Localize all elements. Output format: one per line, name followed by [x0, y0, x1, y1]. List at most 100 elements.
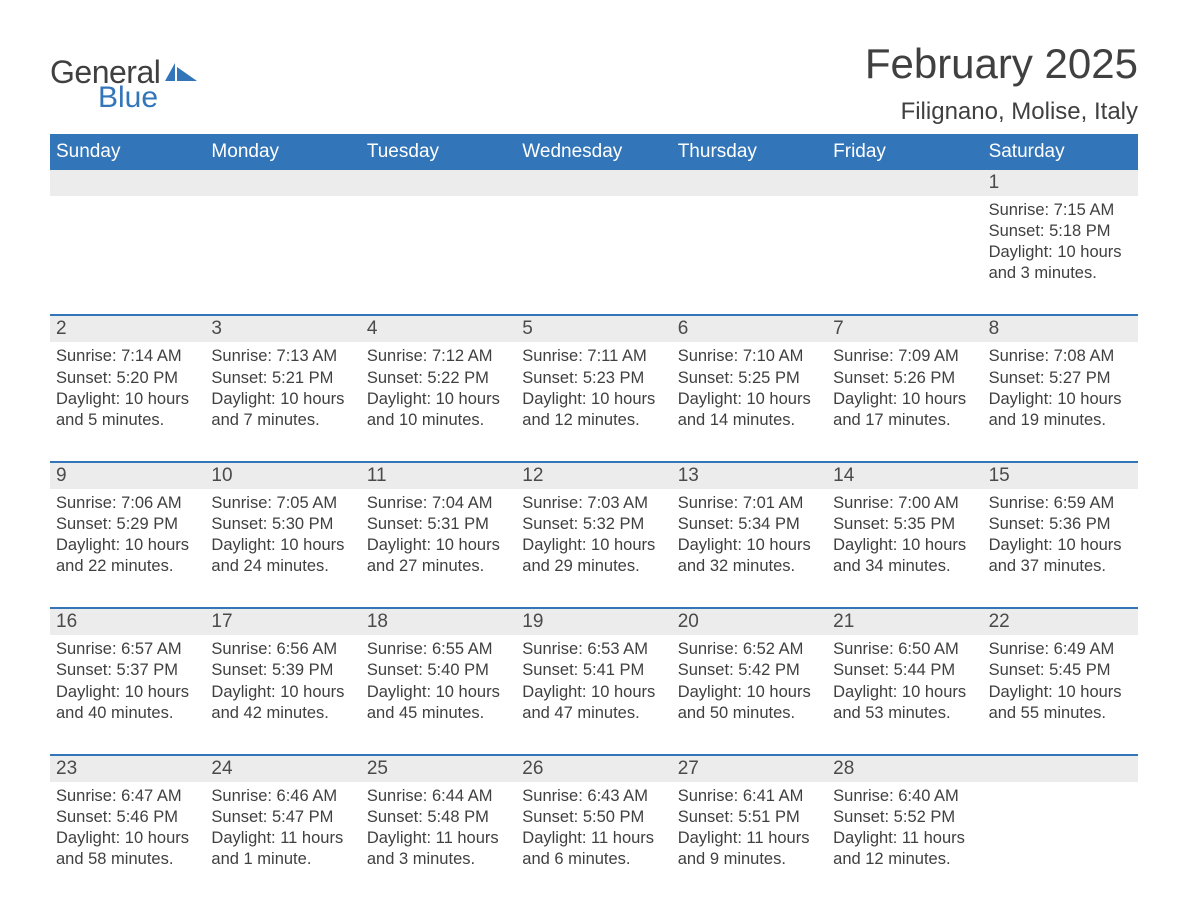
day-number: 19	[522, 611, 543, 632]
sunset-text: Sunset: 5:39 PM	[211, 660, 354, 681]
day-number-row: 24	[205, 756, 360, 782]
day-info: Sunrise: 6:44 AMSunset: 5:48 PMDaylight:…	[367, 786, 510, 870]
day-info: Sunrise: 6:57 AMSunset: 5:37 PMDaylight:…	[56, 639, 199, 723]
sunset-text: Sunset: 5:50 PM	[522, 807, 665, 828]
day-info: Sunrise: 6:56 AMSunset: 5:39 PMDaylight:…	[211, 639, 354, 723]
day-number-row: 7	[827, 316, 982, 342]
day-number-row: 2	[50, 316, 205, 342]
day-cell: 21Sunrise: 6:50 AMSunset: 5:44 PMDayligh…	[827, 609, 982, 729]
title-block: February 2025 Filignano, Molise, Italy	[865, 40, 1138, 126]
daylight-text: Daylight: 10 hours and 50 minutes.	[678, 682, 821, 724]
sunset-text: Sunset: 5:36 PM	[989, 514, 1132, 535]
month-title: February 2025	[865, 40, 1138, 88]
daylight-text: Daylight: 10 hours and 55 minutes.	[989, 682, 1132, 724]
day-cell	[827, 170, 982, 290]
day-info: Sunrise: 7:10 AMSunset: 5:25 PMDaylight:…	[678, 346, 821, 430]
daylight-text: Daylight: 10 hours and 34 minutes.	[833, 535, 976, 577]
header: General Blue February 2025 Filignano, Mo…	[50, 40, 1138, 126]
day-info: Sunrise: 7:09 AMSunset: 5:26 PMDaylight:…	[833, 346, 976, 430]
day-cell: 12 Sunrise: 7:03 AMSunset: 5:32 PMDayligh…	[516, 463, 671, 583]
day-info: Sunrise: 6:59 AMSunset: 5:36 PMDaylight:…	[989, 493, 1132, 577]
logo: General Blue	[50, 40, 199, 115]
day-number: 25	[367, 758, 388, 779]
day-number-row: 16	[50, 609, 205, 635]
daylight-text: Daylight: 11 hours and 1 minute.	[211, 828, 354, 870]
sunset-text: Sunset: 5:42 PM	[678, 660, 821, 681]
day-number: 23	[56, 758, 77, 779]
daylight-text: Daylight: 10 hours and 19 minutes.	[989, 389, 1132, 431]
day-info: Sunrise: 7:13 AMSunset: 5:21 PMDaylight:…	[211, 346, 354, 430]
daylight-text: Daylight: 10 hours and 47 minutes.	[522, 682, 665, 724]
day-number-row	[50, 170, 205, 196]
daylight-text: Daylight: 10 hours and 37 minutes.	[989, 535, 1132, 577]
weekday-header-row: Sunday Monday Tuesday Wednesday Thursday…	[50, 134, 1138, 170]
day-number: 26	[522, 758, 543, 779]
sunrise-text: Sunrise: 6:52 AM	[678, 639, 821, 660]
day-number: 18	[367, 611, 388, 632]
daylight-text: Daylight: 10 hours and 42 minutes.	[211, 682, 354, 724]
day-cell: 23Sunrise: 6:47 AMSunset: 5:46 PMDayligh…	[50, 756, 205, 876]
daylight-text: Daylight: 11 hours and 12 minutes.	[833, 828, 976, 870]
day-cell: 3Sunrise: 7:13 AMSunset: 5:21 PMDaylight…	[205, 316, 360, 436]
day-number-row: 17	[205, 609, 360, 635]
day-number: 5	[522, 318, 533, 339]
day-number-row: 10	[205, 463, 360, 489]
day-number: 20	[678, 611, 699, 632]
day-number-row: 20	[672, 609, 827, 635]
sunset-text: Sunset: 5:41 PM	[522, 660, 665, 681]
day-cell: 4Sunrise: 7:12 AMSunset: 5:22 PMDaylight…	[361, 316, 516, 436]
location: Filignano, Molise, Italy	[865, 98, 1138, 126]
sunrise-text: Sunrise: 6:55 AM	[367, 639, 510, 660]
day-cell: 14Sunrise: 7:00 AMSunset: 5:35 PMDayligh…	[827, 463, 982, 583]
day-number-row: 14	[827, 463, 982, 489]
day-number-row	[516, 170, 671, 196]
sunrise-text: Sunrise: 6:49 AM	[989, 639, 1132, 660]
day-number	[678, 172, 683, 193]
sunset-text: Sunset: 5:22 PM	[367, 368, 510, 389]
week-row: 16 Sunrise: 6:57 AMSunset: 5:37 PMDayligh…	[50, 607, 1138, 729]
day-number-row: 18	[361, 609, 516, 635]
day-cell: 6Sunrise: 7:10 AMSunset: 5:25 PMDaylight…	[672, 316, 827, 436]
daylight-text: Daylight: 10 hours and 10 minutes.	[367, 389, 510, 431]
day-number	[833, 172, 838, 193]
calendar: Sunday Monday Tuesday Wednesday Thursday…	[50, 134, 1138, 876]
sunset-text: Sunset: 5:25 PM	[678, 368, 821, 389]
sunrise-text: Sunrise: 7:04 AM	[367, 493, 510, 514]
sunrise-text: Sunrise: 7:14 AM	[56, 346, 199, 367]
daylight-text: Daylight: 10 hours and 3 minutes.	[989, 242, 1132, 284]
day-number-row: 11	[361, 463, 516, 489]
day-number: 8	[989, 318, 1000, 339]
day-number-row: 9	[50, 463, 205, 489]
day-info: Sunrise: 7:03 AMSunset: 5:32 PMDaylight:…	[522, 493, 665, 577]
day-number-row: 19	[516, 609, 671, 635]
day-cell: 28Sunrise: 6:40 AMSunset: 5:52 PMDayligh…	[827, 756, 982, 876]
day-cell: 9Sunrise: 7:06 AMSunset: 5:29 PMDaylight…	[50, 463, 205, 583]
day-number-row: 22	[983, 609, 1138, 635]
day-number-row	[672, 170, 827, 196]
sunrise-text: Sunrise: 7:15 AM	[989, 200, 1132, 221]
sunrise-text: Sunrise: 7:13 AM	[211, 346, 354, 367]
day-number: 13	[678, 465, 699, 486]
day-number-row: 26	[516, 756, 671, 782]
day-number-row: 28	[827, 756, 982, 782]
sunrise-text: Sunrise: 6:46 AM	[211, 786, 354, 807]
day-cell	[672, 170, 827, 290]
day-number: 12	[522, 465, 543, 486]
day-info: Sunrise: 6:46 AMSunset: 5:47 PMDaylight:…	[211, 786, 354, 870]
day-cell: 5Sunrise: 7:11 AMSunset: 5:23 PMDaylight…	[516, 316, 671, 436]
daylight-text: Daylight: 10 hours and 32 minutes.	[678, 535, 821, 577]
sunset-text: Sunset: 5:27 PM	[989, 368, 1132, 389]
daylight-text: Daylight: 10 hours and 29 minutes.	[522, 535, 665, 577]
day-cell: 24 Sunrise: 6:46 AMSunset: 5:47 PMDayligh…	[205, 756, 360, 876]
daylight-text: Daylight: 10 hours and 7 minutes.	[211, 389, 354, 431]
day-number-row	[361, 170, 516, 196]
week-row: 23Sunrise: 6:47 AMSunset: 5:46 PMDayligh…	[50, 754, 1138, 876]
sunrise-text: Sunrise: 6:44 AM	[367, 786, 510, 807]
day-cell: 19Sunrise: 6:53 AMSunset: 5:41 PMDayligh…	[516, 609, 671, 729]
sunrise-text: Sunrise: 7:03 AM	[522, 493, 665, 514]
sunset-text: Sunset: 5:23 PM	[522, 368, 665, 389]
day-number: 10	[211, 465, 232, 486]
sunrise-text: Sunrise: 6:56 AM	[211, 639, 354, 660]
week-row: 2Sunrise: 7:14 AMSunset: 5:20 PMDaylight…	[50, 314, 1138, 436]
day-number-row: 1	[983, 170, 1138, 196]
